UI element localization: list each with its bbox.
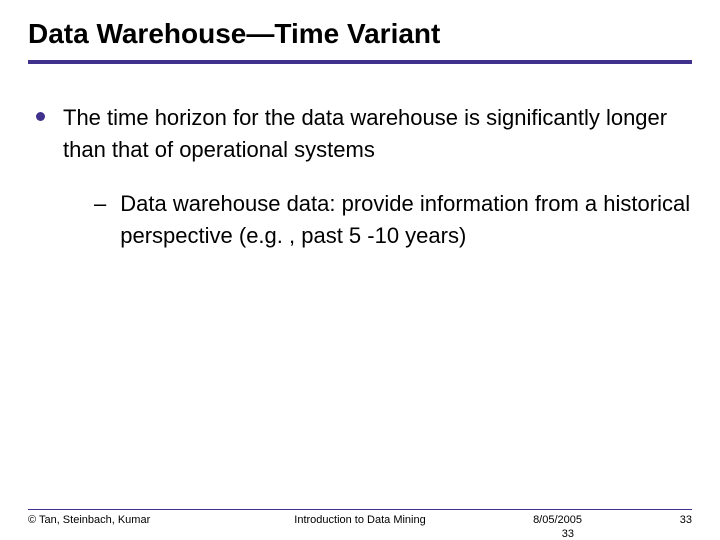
title-divider [28, 60, 692, 64]
bullet-dot-icon [36, 112, 45, 121]
dash-icon: – [94, 188, 106, 220]
footer-divider [28, 509, 692, 511]
footer-page-number: 33 [680, 514, 692, 526]
footer-center-text: Introduction to Data Mining [294, 514, 425, 526]
footer-date: 8/05/2005 [533, 514, 582, 526]
bullet-text: The time horizon for the data warehouse … [63, 102, 692, 166]
slide-container: Data Warehouse—Time Variant The time hor… [0, 0, 720, 540]
footer-extra-page: 33 [562, 528, 574, 540]
sub-bullet-text: Data warehouse data: provide information… [120, 188, 692, 252]
bullet-item: The time horizon for the data warehouse … [36, 102, 692, 166]
content-area: The time horizon for the data warehouse … [28, 102, 692, 252]
sub-bullet-item: – Data warehouse data: provide informati… [36, 188, 692, 252]
slide-footer: © Tan, Steinbach, Kumar Introduction to … [0, 509, 720, 527]
footer-row: © Tan, Steinbach, Kumar Introduction to … [28, 514, 692, 526]
slide-title: Data Warehouse—Time Variant [28, 18, 692, 50]
